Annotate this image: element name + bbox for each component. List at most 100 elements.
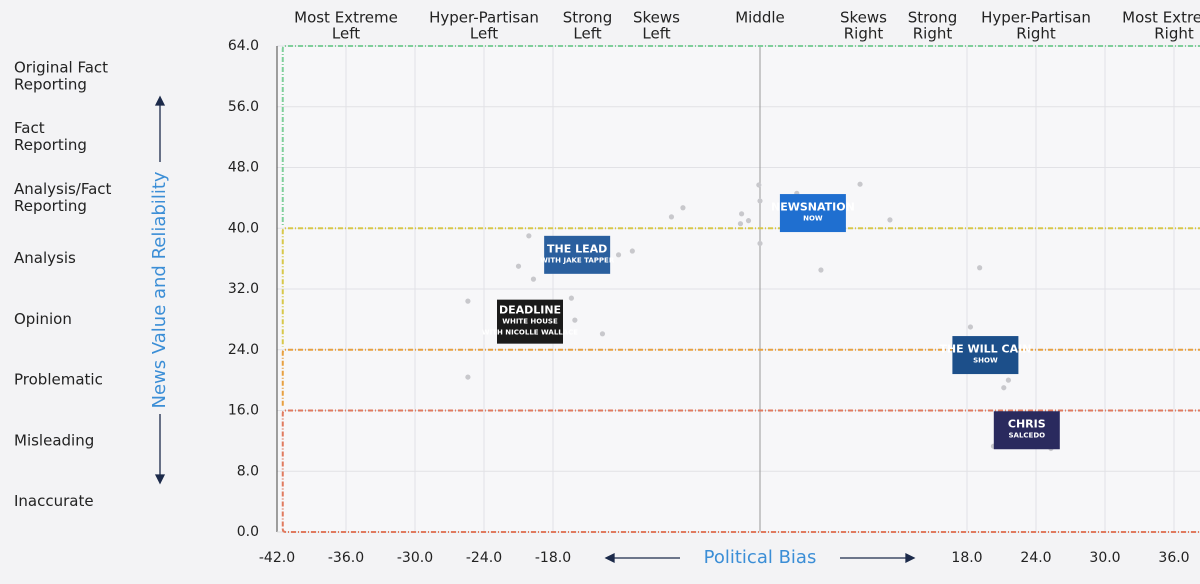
y-tick-label: 0.0 — [237, 524, 259, 540]
x-tick-label: 36.0 — [1158, 550, 1189, 566]
data-point — [757, 198, 763, 204]
reliability-category: Reporting — [14, 197, 87, 215]
region-boundary — [281, 45, 1200, 226]
bias-category: Left — [573, 25, 601, 43]
reliability-category: Inaccurate — [14, 492, 94, 510]
bias-category: Most Extreme — [1122, 9, 1200, 27]
reliability-category: Problematic — [14, 371, 103, 389]
data-point — [668, 214, 675, 220]
region-boundary — [281, 348, 1200, 408]
bias-category: Left — [470, 25, 498, 43]
data-point — [515, 263, 522, 269]
y-axis-title: News Value and Reliability — [149, 171, 170, 408]
logo-box — [497, 299, 563, 344]
data-point — [887, 217, 893, 223]
x-tick-label: 30.0 — [1089, 550, 1120, 566]
data-point — [526, 233, 532, 239]
logo-text: NEWSNATION — [771, 201, 855, 214]
data-point — [1005, 377, 1012, 383]
bias-category: Left — [332, 25, 360, 43]
data-point — [572, 317, 578, 323]
bias-category: Hyper-Partisan — [429, 9, 539, 27]
logo-box — [544, 235, 611, 274]
region-boundary — [281, 528, 1200, 533]
y-tick-label: 24.0 — [228, 342, 259, 358]
data-point — [857, 181, 863, 187]
x-tick-label: -30.0 — [397, 550, 433, 566]
logo-text: WITH NICOLLE WALLACE — [482, 329, 578, 337]
logo-text: WHITE HOUSE — [502, 318, 558, 326]
logo-text: SHOW — [973, 357, 998, 365]
logo-box — [993, 411, 1060, 450]
bias-category: Right — [1154, 25, 1194, 43]
x-tick-label: 18.0 — [951, 550, 982, 566]
data-point — [465, 374, 471, 380]
data-point — [465, 298, 471, 304]
reliability-category: Fact — [14, 119, 45, 137]
bias-category: Right — [844, 25, 884, 43]
region-boundary — [281, 227, 1200, 347]
bias-category: Middle — [735, 9, 785, 27]
y-tick-label: 48.0 — [228, 160, 259, 176]
bias-category: Right — [1016, 25, 1056, 43]
axis-arrows — [154, 95, 916, 564]
reliability-category: Analysis — [14, 249, 76, 267]
data-point — [967, 324, 974, 330]
logo-text: DEADLINE — [499, 304, 561, 317]
data-point — [568, 295, 575, 301]
bias-category: Strong — [908, 9, 957, 27]
logo-text: THE LEAD — [547, 242, 607, 255]
x-tick-label: -18.0 — [535, 550, 571, 566]
logo-text: CHRIS — [1008, 418, 1046, 431]
bias-category: Skews — [633, 9, 680, 27]
region-boundary — [281, 409, 1200, 529]
data-point — [818, 267, 824, 273]
x-axis-title: Political Bias — [704, 547, 817, 568]
reliability-category: Misleading — [14, 431, 94, 449]
bias-category: Most Extreme — [294, 9, 398, 27]
data-point — [745, 218, 752, 224]
data-point — [599, 331, 606, 337]
bias-category: Strong — [563, 9, 612, 27]
bias-category: Hyper-Partisan — [981, 9, 1091, 27]
y-tick-label: 64.0 — [228, 38, 259, 54]
data-point — [615, 252, 622, 258]
data-point — [680, 205, 686, 211]
data-point — [629, 248, 635, 254]
y-tick-label: 8.0 — [237, 463, 259, 479]
x-tick-label: -42.0 — [259, 550, 295, 566]
x-tick-label: 24.0 — [1020, 550, 1051, 566]
bias-category: Skews — [840, 9, 887, 27]
logo-box — [952, 336, 1019, 375]
logo-text: SALCEDO — [1008, 432, 1045, 440]
reliability-category: Reporting — [14, 136, 87, 154]
y-tick-label: 56.0 — [228, 99, 259, 115]
data-point — [977, 265, 983, 271]
logo-text: THE WILL CAIN — [939, 343, 1031, 356]
bias-category: Left — [642, 25, 670, 43]
data-point — [739, 211, 745, 217]
data-point — [737, 221, 744, 227]
y-tick-label: 32.0 — [228, 281, 259, 297]
x-tick-label: -36.0 — [328, 550, 364, 566]
bias-category: Right — [913, 25, 953, 43]
x-tick-label: -24.0 — [466, 550, 502, 566]
logo-text: WITH JAKE TAPPER — [540, 256, 615, 264]
reliability-category: Reporting — [14, 75, 87, 93]
data-point — [756, 182, 762, 188]
logo-text: NOW — [803, 215, 823, 223]
y-tick-label: 40.0 — [228, 220, 259, 236]
y-tick-label: 16.0 — [228, 403, 259, 419]
reliability-category: Opinion — [14, 310, 72, 328]
logo-box — [779, 194, 846, 233]
data-point — [757, 240, 763, 247]
reliability-category: Analysis/Fact — [14, 180, 112, 198]
data-point — [530, 276, 537, 282]
reliability-category: Original Fact — [14, 58, 108, 76]
